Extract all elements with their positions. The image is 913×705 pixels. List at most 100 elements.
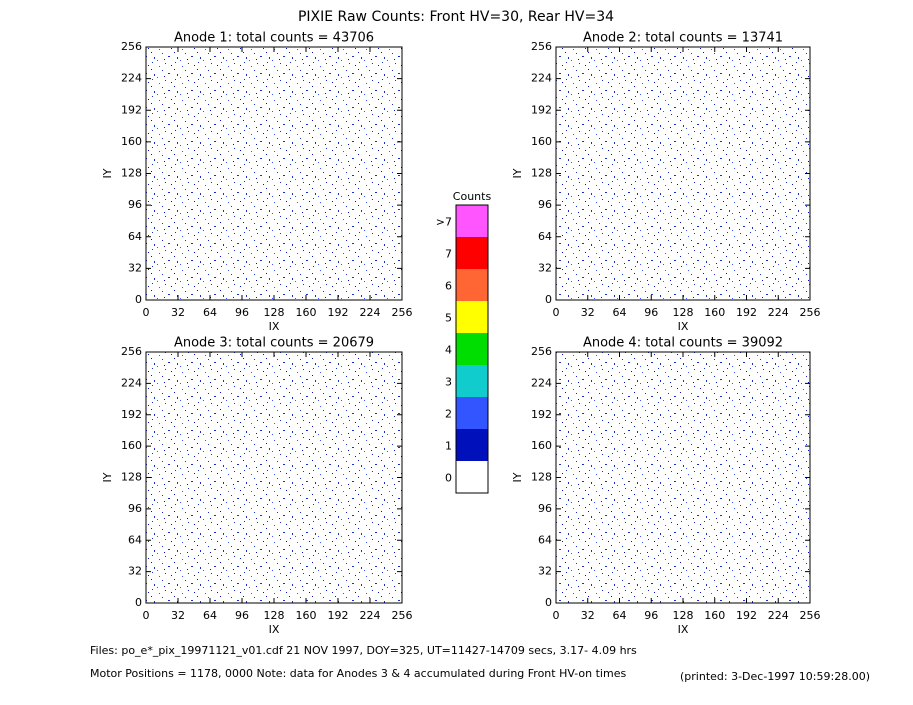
y-tick-label: 96 <box>128 198 142 211</box>
x-tick-label: 32 <box>171 306 185 319</box>
y-tick-label: 32 <box>128 261 142 274</box>
x-tick-label: 128 <box>264 609 285 622</box>
y-tick-label: 128 <box>531 167 552 180</box>
colorbar-label: 4 <box>445 344 452 357</box>
x-tick-label: 160 <box>296 609 317 622</box>
heatmap-image <box>146 352 402 603</box>
x-tick-label: 128 <box>264 306 285 319</box>
colorbar-cell <box>456 301 488 333</box>
colorbar-label: 5 <box>445 312 452 325</box>
y-tick-label: 64 <box>538 230 552 243</box>
y-tick-label: 128 <box>121 471 142 484</box>
x-tick-label: 224 <box>768 306 789 319</box>
y-tick-label: 64 <box>538 533 552 546</box>
y-tick-label: 0 <box>545 293 552 306</box>
y-tick-label: 96 <box>538 502 552 515</box>
y-tick-label: 0 <box>545 596 552 609</box>
y-tick-label: 192 <box>121 103 142 116</box>
x-axis-label: IX <box>269 320 280 333</box>
heatmap-image <box>556 352 810 603</box>
x-tick-label: 192 <box>736 609 757 622</box>
y-tick-label: 224 <box>531 72 552 85</box>
colorbar-label: 0 <box>445 472 452 485</box>
y-tick-label: 192 <box>121 408 142 421</box>
x-tick-label: 96 <box>644 306 658 319</box>
x-tick-label: 192 <box>736 306 757 319</box>
x-tick-label: 256 <box>800 609 821 622</box>
panel-title: Anode 2: total counts = 13741 <box>583 31 783 46</box>
panel-title: Anode 3: total counts = 20679 <box>174 336 374 351</box>
y-tick-label: 224 <box>531 376 552 389</box>
panel-title: Anode 4: total counts = 39092 <box>583 336 783 351</box>
x-tick-label: 96 <box>235 609 249 622</box>
y-tick-label: 256 <box>531 345 552 358</box>
y-axis-label: IY <box>101 472 114 482</box>
y-tick-label: 256 <box>531 40 552 53</box>
x-tick-label: 96 <box>235 306 249 319</box>
y-tick-label: 32 <box>128 565 142 578</box>
x-tick-label: 64 <box>613 306 627 319</box>
x-tick-label: 0 <box>143 609 150 622</box>
x-tick-label: 256 <box>392 609 413 622</box>
x-tick-label: 256 <box>392 306 413 319</box>
y-tick-label: 64 <box>128 230 142 243</box>
x-axis-label: IX <box>678 320 689 333</box>
colorbar-label: 3 <box>445 376 452 389</box>
y-axis-label: IY <box>511 168 524 178</box>
y-tick-label: 192 <box>531 103 552 116</box>
x-tick-label: 160 <box>704 609 725 622</box>
y-tick-label: 256 <box>121 40 142 53</box>
y-tick-label: 160 <box>121 135 142 148</box>
x-tick-label: 96 <box>644 609 658 622</box>
footer-motor: Motor Positions = 1178, 0000 Note: data … <box>90 667 626 680</box>
colorbar-cell <box>456 461 488 493</box>
y-tick-label: 0 <box>135 596 142 609</box>
y-tick-label: 96 <box>538 198 552 211</box>
colorbar-cell <box>456 397 488 429</box>
y-tick-label: 224 <box>121 72 142 85</box>
y-tick-label: 160 <box>121 439 142 452</box>
colorbar-cell <box>456 429 488 461</box>
colorbar-label: 7 <box>445 248 452 261</box>
colorbar-cell <box>456 333 488 365</box>
y-axis-label: IY <box>511 472 524 482</box>
x-tick-label: 160 <box>704 306 725 319</box>
y-tick-label: 128 <box>121 167 142 180</box>
colorbar-cell <box>456 237 488 269</box>
x-tick-label: 128 <box>673 609 694 622</box>
x-tick-label: 160 <box>296 306 317 319</box>
x-tick-label: 32 <box>581 306 595 319</box>
colorbar-cell <box>456 269 488 301</box>
footer-files: Files: po_e*_pix_19971121_v01.cdf 21 NOV… <box>90 644 637 657</box>
y-tick-label: 128 <box>531 471 552 484</box>
y-tick-label: 256 <box>121 345 142 358</box>
x-tick-label: 224 <box>768 609 789 622</box>
x-axis-label: IX <box>269 623 280 636</box>
figure-title: PIXIE Raw Counts: Front HV=30, Rear HV=3… <box>298 9 614 25</box>
panel-title: Anode 1: total counts = 43706 <box>174 31 374 46</box>
x-tick-label: 128 <box>673 306 694 319</box>
y-tick-label: 192 <box>531 408 552 421</box>
heatmap-image <box>146 47 402 300</box>
x-tick-label: 32 <box>171 609 185 622</box>
y-tick-label: 224 <box>121 376 142 389</box>
colorbar-title: Counts <box>453 190 492 203</box>
heatmap-image <box>556 47 810 300</box>
x-axis-label: IX <box>678 623 689 636</box>
y-tick-label: 64 <box>128 533 142 546</box>
x-tick-label: 0 <box>553 609 560 622</box>
footer-printed: (printed: 3-Dec-1997 10:59:28.00) <box>680 670 870 683</box>
x-tick-label: 32 <box>581 609 595 622</box>
y-tick-label: 0 <box>135 293 142 306</box>
colorbar-label: 1 <box>445 440 452 453</box>
x-tick-label: 224 <box>360 609 381 622</box>
x-tick-label: 192 <box>328 306 349 319</box>
colorbar-label: >7 <box>436 216 452 229</box>
y-tick-label: 96 <box>128 502 142 515</box>
x-tick-label: 64 <box>613 609 627 622</box>
x-tick-label: 64 <box>203 306 217 319</box>
x-tick-label: 192 <box>328 609 349 622</box>
x-tick-label: 0 <box>553 306 560 319</box>
colorbar-frame <box>455 204 489 494</box>
